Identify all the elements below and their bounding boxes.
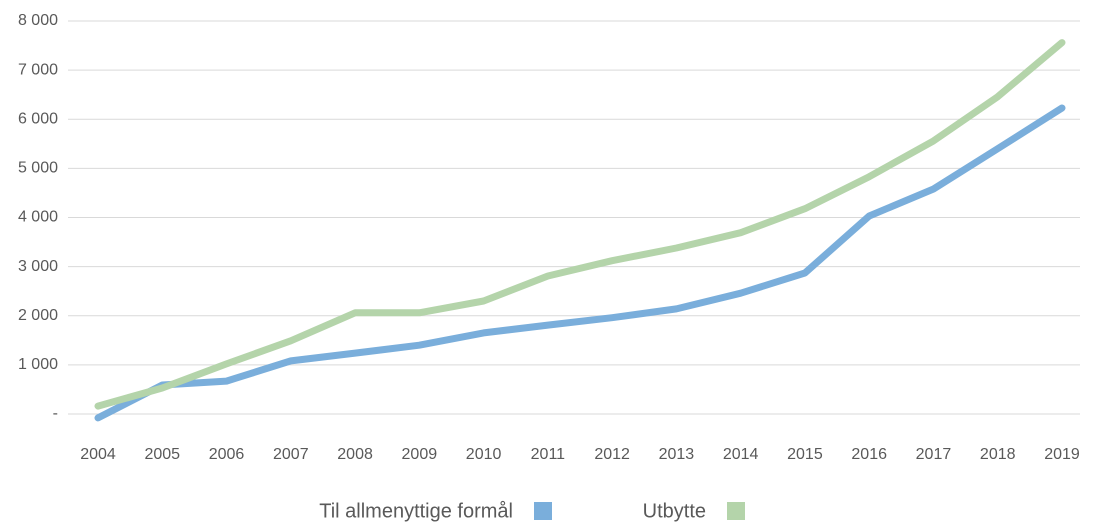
y-tick-label: 5 000 (18, 160, 58, 177)
x-tick-label: 2015 (787, 446, 823, 463)
x-tick-label: 2008 (337, 446, 373, 463)
y-tick-label: 3 000 (18, 258, 58, 275)
x-tick-label: 2018 (980, 446, 1016, 463)
legend-label: Utbytte (643, 500, 706, 522)
series-line (94, 104, 1066, 422)
x-tick-label: 2012 (594, 446, 630, 463)
x-tick-label: 2010 (466, 446, 502, 463)
legend-swatch (727, 502, 745, 520)
x-tick-label: 2019 (1044, 446, 1080, 463)
x-tick-label: 2014 (723, 446, 759, 463)
x-tick-label: 2004 (80, 446, 116, 463)
series-line (94, 39, 1066, 410)
x-tick-label: 2017 (916, 446, 952, 463)
y-tick-label: 4 000 (18, 209, 58, 226)
x-tick-label: 2006 (209, 446, 245, 463)
x-tick-label: 2011 (531, 446, 566, 463)
legend-swatch (534, 502, 552, 520)
y-tick-label: 6 000 (18, 110, 58, 127)
x-tick-label: 2009 (402, 446, 438, 463)
y-tick-label: 7 000 (18, 61, 58, 78)
legend-label: Til allmenyttige formål (319, 500, 513, 522)
y-tick-label: 2 000 (18, 307, 58, 324)
y-tick-label: - (53, 405, 58, 422)
x-tick-label: 2007 (273, 446, 309, 463)
y-tick-label: 8 000 (18, 12, 58, 29)
x-tick-label: 2005 (144, 446, 180, 463)
x-tick-label: 2016 (851, 446, 887, 463)
x-tick-label: 2013 (659, 446, 695, 463)
y-tick-label: 1 000 (18, 356, 58, 373)
